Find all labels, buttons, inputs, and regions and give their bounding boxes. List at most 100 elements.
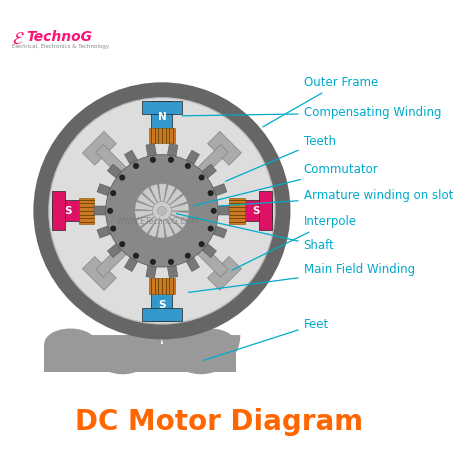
Polygon shape [152,100,173,133]
Polygon shape [149,128,175,143]
Wedge shape [162,211,174,237]
Polygon shape [201,243,217,257]
Circle shape [208,190,214,196]
Text: WWW.ETechnoG.COM: WWW.ETechnoG.COM [117,217,199,226]
Text: Compensating Winding: Compensating Winding [182,106,441,119]
Text: S: S [252,206,260,216]
Circle shape [185,163,191,169]
Circle shape [211,208,217,214]
Wedge shape [162,184,175,211]
Polygon shape [142,308,182,321]
Polygon shape [149,278,175,294]
Circle shape [110,190,116,196]
Circle shape [119,241,125,247]
Polygon shape [142,100,182,114]
Circle shape [208,226,214,232]
Polygon shape [52,201,84,221]
Polygon shape [82,256,116,291]
Text: Interpole: Interpole [232,215,356,270]
Polygon shape [208,256,241,291]
Polygon shape [97,183,111,196]
Polygon shape [124,150,138,165]
Text: N: N [157,112,166,122]
Polygon shape [259,191,272,230]
Text: Electrical, Electronics & Technology: Electrical, Electronics & Technology [11,45,109,49]
Circle shape [48,97,276,325]
Polygon shape [97,226,111,238]
Polygon shape [94,207,107,215]
Circle shape [110,226,116,232]
Circle shape [168,157,174,163]
Wedge shape [150,184,162,211]
Polygon shape [186,256,200,272]
Polygon shape [124,256,138,272]
Wedge shape [162,211,182,234]
Wedge shape [159,184,166,211]
Text: Shaft: Shaft [176,214,334,252]
Wedge shape [162,188,182,211]
Wedge shape [162,211,189,220]
Circle shape [119,174,125,181]
Circle shape [49,99,274,323]
Wedge shape [162,335,240,374]
Text: S: S [158,300,166,310]
Circle shape [150,259,156,265]
Wedge shape [141,211,162,233]
Circle shape [185,253,191,259]
Text: Commutator: Commutator [194,163,378,206]
Polygon shape [239,201,272,221]
Circle shape [199,241,205,247]
Polygon shape [44,344,236,372]
Text: $\mathcal{E}$: $\mathcal{E}$ [11,30,24,48]
Text: Main Field Winding: Main Field Winding [189,263,415,292]
Wedge shape [135,201,162,211]
Circle shape [157,207,166,215]
Text: Armature winding on slot: Armature winding on slot [220,189,453,206]
Polygon shape [167,144,178,157]
Circle shape [107,208,113,214]
Polygon shape [146,264,156,278]
Polygon shape [197,246,228,277]
Wedge shape [157,211,165,238]
Wedge shape [137,193,162,211]
Polygon shape [79,198,94,224]
Wedge shape [162,203,189,211]
Wedge shape [135,211,162,219]
Polygon shape [152,288,173,321]
Polygon shape [108,164,122,179]
Polygon shape [208,131,241,165]
Wedge shape [148,211,162,237]
Wedge shape [137,211,162,227]
Text: TechnoG: TechnoG [26,30,92,44]
Polygon shape [167,264,178,278]
Polygon shape [212,183,227,196]
Ellipse shape [184,328,236,359]
Circle shape [150,157,156,163]
Polygon shape [108,243,122,257]
Text: Outer Frame: Outer Frame [263,76,378,127]
Polygon shape [212,226,227,238]
Polygon shape [82,131,116,165]
Polygon shape [229,198,245,224]
Circle shape [106,155,218,267]
Text: Feet: Feet [204,318,329,360]
Polygon shape [186,150,200,165]
Wedge shape [162,195,187,211]
Polygon shape [201,164,217,179]
Polygon shape [146,144,156,157]
Circle shape [152,201,172,220]
Circle shape [168,259,174,265]
Text: Teeth: Teeth [226,135,336,181]
Wedge shape [142,187,162,211]
Wedge shape [162,211,187,228]
Polygon shape [197,145,228,175]
Circle shape [33,82,291,339]
Circle shape [133,253,139,259]
Text: DC Motor Diagram: DC Motor Diagram [74,408,363,436]
Polygon shape [52,191,65,230]
Polygon shape [96,145,127,175]
Circle shape [133,163,139,169]
Polygon shape [217,207,229,215]
Wedge shape [83,335,162,374]
Text: S: S [64,206,72,216]
